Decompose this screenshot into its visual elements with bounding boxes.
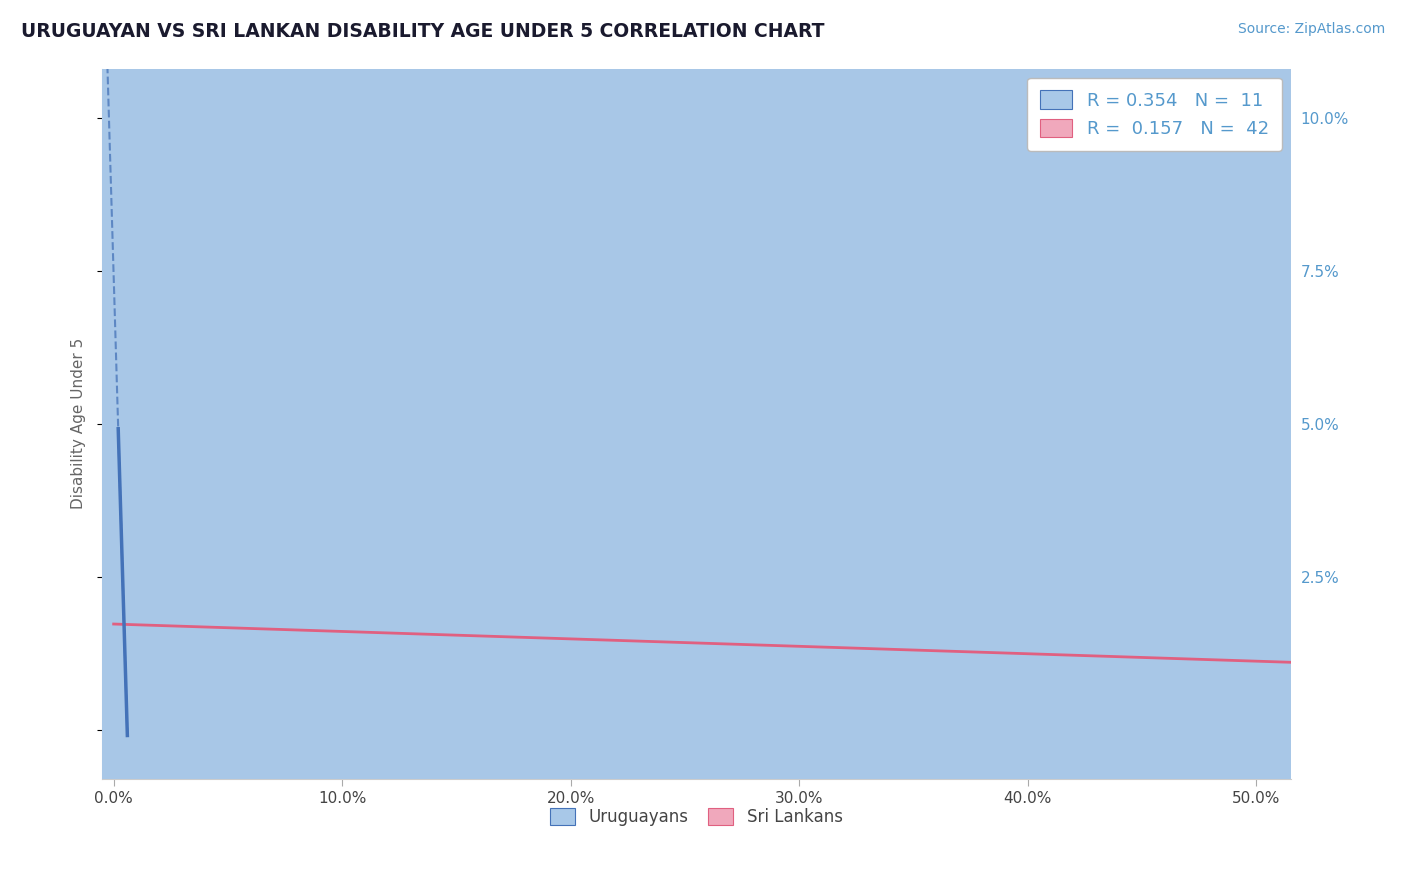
Point bbox=[285, 649, 308, 664]
Point bbox=[183, 588, 205, 602]
Point bbox=[198, 613, 221, 627]
Point bbox=[111, 588, 134, 602]
Point bbox=[228, 551, 250, 566]
Point bbox=[176, 631, 198, 645]
Point bbox=[117, 662, 139, 676]
Text: ZIPatlas: ZIPatlas bbox=[523, 387, 869, 461]
Point bbox=[263, 673, 285, 688]
Point bbox=[148, 588, 170, 602]
Point bbox=[446, 673, 468, 688]
Point bbox=[107, 490, 129, 504]
Point bbox=[114, 643, 136, 657]
Point bbox=[834, 662, 856, 676]
Point bbox=[121, 613, 143, 627]
Y-axis label: Disability Age Under 5: Disability Age Under 5 bbox=[72, 338, 86, 509]
Point bbox=[111, 613, 134, 627]
Point bbox=[1039, 613, 1062, 627]
Point bbox=[765, 588, 787, 602]
Point bbox=[972, 673, 994, 688]
Point bbox=[111, 662, 134, 676]
Point bbox=[153, 600, 176, 615]
Point bbox=[159, 631, 181, 645]
Point bbox=[239, 662, 262, 676]
Point bbox=[560, 662, 582, 676]
Point bbox=[117, 631, 139, 645]
Point bbox=[1222, 673, 1244, 688]
Point bbox=[143, 600, 166, 615]
Point bbox=[114, 631, 136, 645]
Point bbox=[190, 600, 212, 615]
Text: URUGUAYAN VS SRI LANKAN DISABILITY AGE UNDER 5 CORRELATION CHART: URUGUAYAN VS SRI LANKAN DISABILITY AGE U… bbox=[21, 22, 824, 41]
Point bbox=[114, 662, 136, 676]
Point bbox=[166, 588, 188, 602]
Point bbox=[111, 631, 134, 645]
Point bbox=[135, 600, 157, 615]
Point bbox=[114, 643, 136, 657]
Point bbox=[125, 631, 148, 645]
Point bbox=[107, 649, 129, 664]
Point bbox=[110, 570, 132, 584]
Point bbox=[118, 649, 141, 664]
Point bbox=[104, 662, 127, 676]
Point bbox=[107, 220, 129, 235]
Point bbox=[205, 649, 228, 664]
Text: Source: ZipAtlas.com: Source: ZipAtlas.com bbox=[1237, 22, 1385, 37]
Point bbox=[217, 490, 239, 504]
Point bbox=[194, 631, 217, 645]
Point bbox=[110, 631, 132, 645]
Point bbox=[330, 570, 353, 584]
Point bbox=[673, 490, 696, 504]
Point bbox=[1130, 692, 1153, 706]
Point bbox=[377, 662, 399, 676]
Point bbox=[129, 613, 152, 627]
Point bbox=[139, 613, 162, 627]
Point bbox=[110, 539, 132, 553]
Legend: Uruguayans, Sri Lankans: Uruguayans, Sri Lankans bbox=[541, 800, 851, 835]
Point bbox=[157, 613, 180, 627]
Point bbox=[513, 692, 536, 706]
Point bbox=[172, 613, 194, 627]
